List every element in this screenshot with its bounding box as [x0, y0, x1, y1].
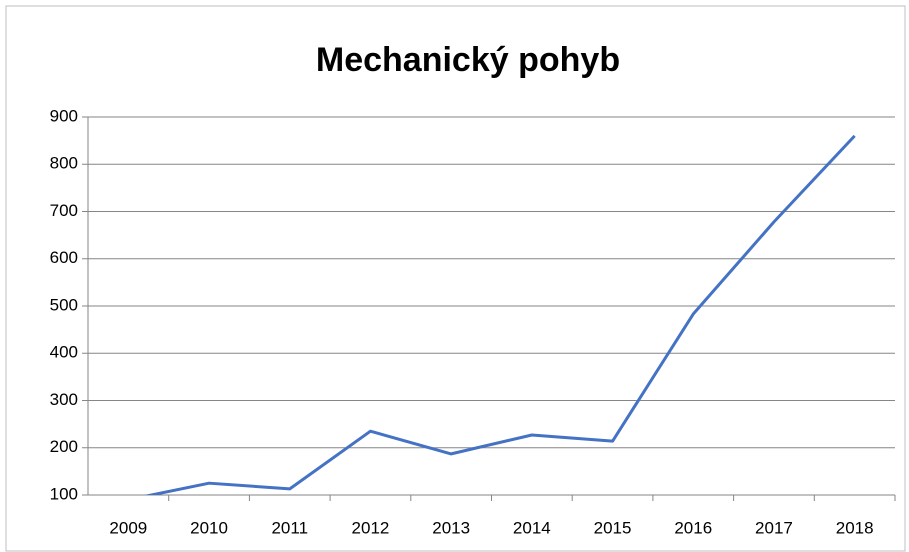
x-tick-label: 2014 [513, 518, 551, 537]
chart-title: Mechanický pohyb [316, 41, 620, 79]
chart-border [5, 5, 906, 552]
y-tick-label: 600 [50, 248, 78, 267]
y-tick-label: 800 [50, 154, 78, 173]
y-tick-label: 900 [50, 106, 78, 125]
x-tick-label: 2010 [190, 518, 228, 537]
x-tick-label: 2011 [271, 518, 308, 537]
x-tick-label: 2017 [755, 518, 793, 537]
y-tick-label: 400 [50, 343, 78, 362]
x-tick-label: 2013 [432, 518, 470, 537]
y-tick-label: 200 [50, 437, 78, 456]
y-tick-label: 300 [50, 390, 78, 409]
x-tick-label: 2018 [836, 518, 874, 537]
y-tick-label: 500 [50, 295, 78, 314]
y-tick-label: 700 [50, 201, 78, 220]
x-tick-label: 2015 [594, 518, 632, 537]
x-tick-label: 2012 [352, 518, 390, 537]
line-series [143, 134, 856, 495]
x-tick-label: 2016 [674, 518, 712, 537]
y-tick-label: 100 [50, 484, 78, 503]
x-tick-label: 2009 [109, 518, 147, 537]
